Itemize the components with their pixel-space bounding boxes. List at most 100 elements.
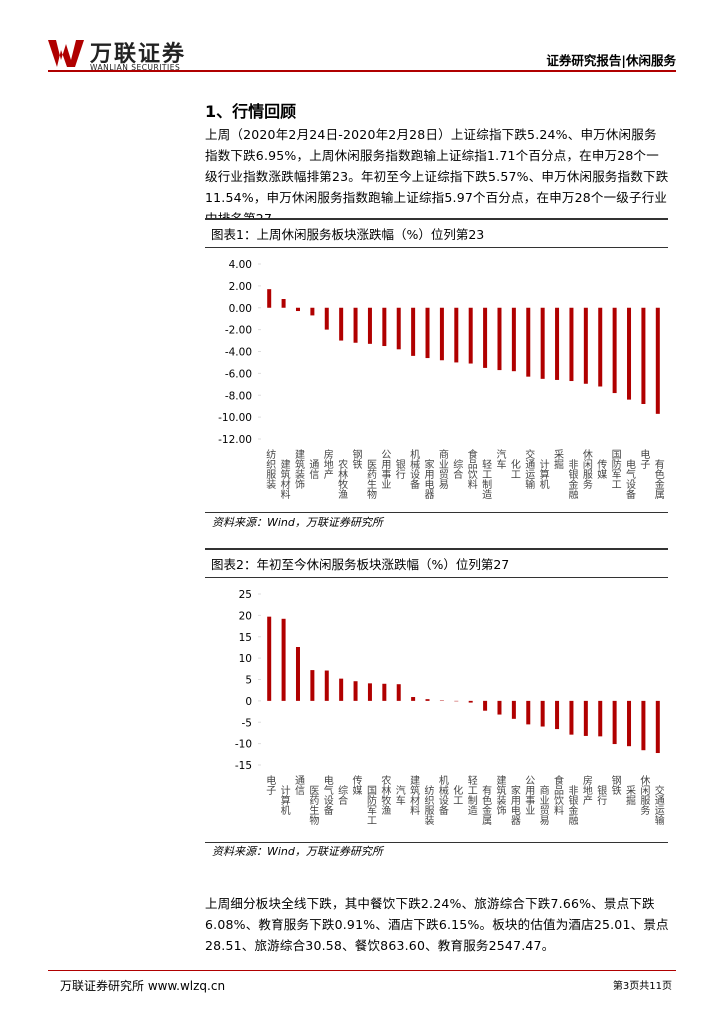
figure: 图表1：上周休闲服务板块涨跌幅（%）位列第23 4.00 2.00 0.00 -2.0… bbox=[205, 218, 668, 513]
figure-title: 图表2：年初至今休闲服务板块涨跌幅（%）位列第27 bbox=[205, 550, 668, 578]
y-tick-label: 25 bbox=[239, 589, 252, 601]
logo-text: 万联证券 bbox=[90, 42, 187, 67]
x-tick-label: 休闲服务 bbox=[580, 449, 592, 490]
bar bbox=[324, 670, 329, 701]
x-tick-label: 采掘 bbox=[624, 785, 636, 806]
x-tick-label: 电子 bbox=[638, 448, 650, 469]
x-tick-label: 家用电器 bbox=[508, 784, 520, 826]
x-tick-label: 纺织服装 bbox=[264, 448, 276, 490]
bar bbox=[396, 307, 401, 350]
x-tick-label: 通信 bbox=[292, 775, 304, 796]
bar bbox=[483, 700, 488, 711]
y-tick-label: 0.00 bbox=[229, 303, 252, 315]
bar bbox=[641, 307, 646, 404]
bar bbox=[454, 307, 459, 363]
x-tick-label: 综合 bbox=[451, 458, 463, 480]
x-tick-label: 公用事业 bbox=[379, 449, 391, 489]
paragraph: 上周（2020年2月24日-2020年2月28日）上证综指下跌5.24%、申万休… bbox=[205, 127, 669, 226]
x-tick-label: 国防军工 bbox=[364, 785, 376, 825]
y-tick-label: 2.00 bbox=[229, 281, 252, 293]
x-tick-label: 电气设备 bbox=[624, 458, 636, 500]
bar bbox=[569, 307, 574, 382]
x-tick-label: 机械设备 bbox=[408, 448, 420, 490]
bar bbox=[281, 618, 286, 701]
bar bbox=[339, 678, 344, 701]
x-tick-label: 交通运输 bbox=[652, 784, 664, 826]
x-tick-label: 交通运输 bbox=[523, 448, 535, 490]
y-tick-label: -12.00 bbox=[218, 434, 252, 446]
bar bbox=[295, 647, 300, 701]
x-tick-label: 建筑装饰 bbox=[292, 448, 304, 490]
bar bbox=[497, 700, 502, 715]
footer-left: 万联证券研究所 www.wlzq.cn bbox=[60, 979, 226, 993]
y-tick-label: -15 bbox=[235, 760, 252, 772]
x-tick-label: 通信 bbox=[307, 459, 319, 480]
y-tick-label: 20 bbox=[239, 610, 252, 622]
bar bbox=[295, 307, 300, 312]
header-section: 证券研究报告|休闲服务 bbox=[546, 53, 676, 68]
x-tick-label: 电气设备 bbox=[321, 774, 333, 816]
bar bbox=[569, 700, 574, 735]
x-tick-label: 计算机 bbox=[537, 458, 549, 490]
x-tick-label: 休闲服务 bbox=[638, 775, 650, 816]
bar bbox=[267, 289, 272, 308]
bar bbox=[281, 299, 286, 308]
x-tick-label: 计算机 bbox=[278, 784, 290, 816]
bar bbox=[555, 700, 560, 730]
y-tick-label: -10 bbox=[235, 739, 252, 751]
bar bbox=[468, 307, 473, 364]
bar bbox=[598, 307, 603, 387]
bar bbox=[627, 307, 632, 400]
x-tick-label: 综合 bbox=[336, 784, 348, 806]
bar bbox=[396, 684, 401, 701]
y-tick-label: 5 bbox=[245, 675, 252, 687]
x-tick-label: 医药生物 bbox=[364, 459, 376, 500]
bar bbox=[382, 683, 387, 701]
x-tick-label: 食品饮料 bbox=[465, 448, 477, 490]
logo-en: WANLIAN SECURITIES bbox=[90, 63, 181, 72]
x-tick-label: 商业贸易 bbox=[436, 448, 448, 490]
bar bbox=[540, 700, 545, 727]
bar bbox=[425, 307, 430, 359]
logo-mark bbox=[48, 40, 84, 67]
x-tick-label: 家用电器 bbox=[422, 458, 434, 500]
x-tick-label: 银行 bbox=[393, 458, 405, 480]
heading: 1、行情回顾 bbox=[205, 102, 297, 121]
x-tick-label: 非银金融 bbox=[566, 785, 578, 826]
x-tick-label: 商业贸易 bbox=[537, 784, 549, 826]
x-tick-label: 非银金融 bbox=[566, 459, 578, 500]
x-tick-label: 钢铁 bbox=[609, 774, 621, 796]
x-tick-label: 有色金属 bbox=[480, 784, 492, 826]
bar bbox=[655, 307, 660, 414]
y-tick-label: -8.00 bbox=[225, 390, 252, 402]
bar bbox=[540, 307, 545, 379]
bar bbox=[627, 700, 632, 747]
bar bbox=[353, 307, 358, 343]
bar bbox=[555, 307, 560, 380]
x-tick-label: 有色金属 bbox=[652, 458, 664, 500]
bar bbox=[324, 307, 329, 330]
header-rule bbox=[48, 70, 676, 72]
bar bbox=[511, 700, 516, 719]
bar bbox=[483, 307, 488, 368]
y-tick-label: 0 bbox=[245, 696, 252, 708]
x-tick-label: 化工 bbox=[508, 458, 520, 479]
paragraph: 上周细分板块全线下跌，其中餐饮下跌2.24%、旅游综合下跌7.66%、景点下跌6… bbox=[205, 896, 669, 953]
x-tick-label: 房地产 bbox=[580, 774, 592, 806]
x-tick-label: 房地产 bbox=[321, 448, 333, 480]
y-tick-label: -10.00 bbox=[218, 412, 252, 424]
y-tick-label: -2.00 bbox=[225, 325, 252, 337]
y-tick-label: -6.00 bbox=[225, 368, 252, 380]
x-tick-label: 农林牧渔 bbox=[379, 774, 391, 816]
x-tick-label: 国防军工 bbox=[609, 449, 621, 489]
y-tick-label: 15 bbox=[239, 632, 252, 644]
x-tick-label: 银行 bbox=[595, 784, 607, 806]
x-tick-label: 汽车 bbox=[494, 448, 506, 470]
source-note: 资料来源：Wind，万联证券研究所 bbox=[212, 845, 383, 858]
x-tick-label: 轻工制造 bbox=[480, 458, 492, 499]
y-tick-label: -5 bbox=[242, 717, 252, 729]
bar bbox=[411, 307, 416, 356]
bar bbox=[310, 307, 315, 316]
x-tick-label: 传媒 bbox=[350, 775, 362, 796]
